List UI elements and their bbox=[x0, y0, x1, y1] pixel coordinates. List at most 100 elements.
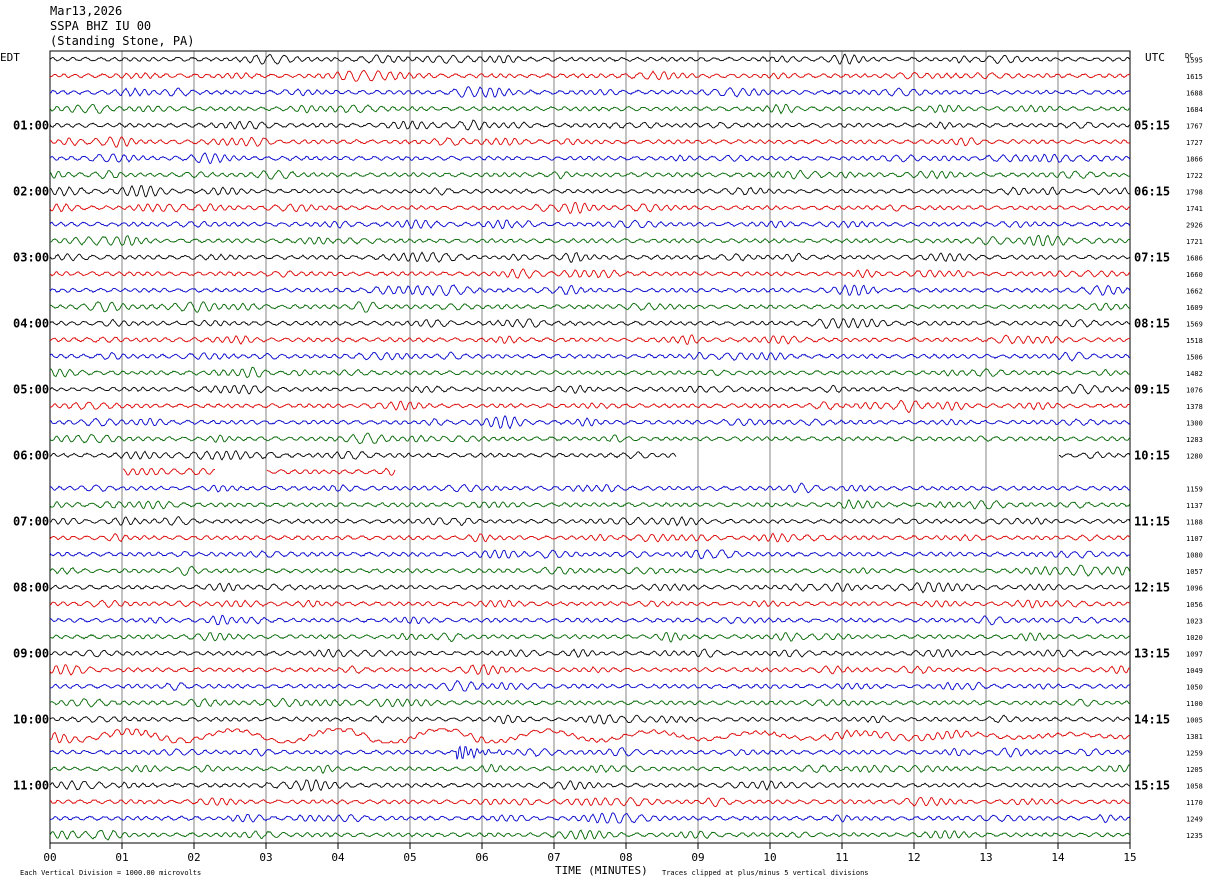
trace-row bbox=[49, 69, 1131, 82]
dc-offset-label: 1686 bbox=[1186, 254, 1203, 262]
trace-row bbox=[49, 86, 1131, 98]
left-hour-label: 02:00 bbox=[13, 184, 49, 198]
dc-offset-label: 1097 bbox=[1186, 650, 1203, 658]
trace-row bbox=[49, 301, 1131, 313]
trace-row bbox=[50, 728, 1131, 744]
right-hour-label: 07:15 bbox=[1134, 250, 1170, 264]
trace-row bbox=[49, 779, 1131, 792]
left-hour-label: 03:00 bbox=[13, 250, 49, 264]
trace-row bbox=[49, 366, 1131, 379]
left-hour-label: 11:00 bbox=[13, 778, 49, 792]
x-tick-label: 11 bbox=[835, 851, 848, 864]
trace-row bbox=[49, 797, 1131, 807]
trace-row bbox=[49, 234, 1131, 247]
trace-row bbox=[49, 680, 1131, 692]
dc-column-label: DC bbox=[1185, 52, 1193, 60]
dc-offset-label: 1866 bbox=[1186, 155, 1203, 163]
trace-row bbox=[49, 219, 1131, 230]
x-axis-title: TIME (MINUTES) bbox=[555, 864, 648, 877]
left-hour-label: 09:00 bbox=[13, 646, 49, 660]
x-tick-label: 08 bbox=[619, 851, 632, 864]
dc-offset-label: 2926 bbox=[1186, 221, 1203, 229]
trace-row bbox=[49, 614, 1131, 626]
dc-offset-label: 1660 bbox=[1186, 271, 1203, 279]
dc-offset-label: 1137 bbox=[1186, 502, 1203, 510]
trace-row bbox=[49, 351, 1131, 362]
trace-row bbox=[50, 632, 1131, 643]
trace-row bbox=[49, 714, 1131, 725]
right-timezone-label: UTC bbox=[1145, 51, 1165, 64]
trace-row bbox=[49, 515, 1131, 527]
footer-scale-note: Each Vertical Division = 1000.00 microvo… bbox=[20, 869, 201, 877]
dc-offset-label: 1205 bbox=[1186, 766, 1203, 774]
left-hour-label: 08:00 bbox=[13, 580, 49, 594]
trace-row bbox=[49, 499, 1131, 510]
dc-offset-label: 1615 bbox=[1186, 73, 1203, 81]
dc-offset-label: 1188 bbox=[1186, 518, 1203, 526]
trace-row bbox=[49, 812, 1131, 824]
trace-row bbox=[49, 185, 1131, 198]
dc-offset-label: 1518 bbox=[1186, 337, 1203, 345]
dc-offset-label: 1058 bbox=[1186, 782, 1203, 790]
trace-row bbox=[49, 450, 1131, 461]
dc-offset-label: 1378 bbox=[1186, 403, 1203, 411]
left-hour-label: 05:00 bbox=[13, 382, 49, 396]
chart-grid bbox=[49, 50, 1131, 844]
dc-offset-label: 1020 bbox=[1186, 634, 1203, 642]
trace-row bbox=[49, 334, 1131, 346]
dc-offset-label: 1080 bbox=[1186, 551, 1203, 559]
dc-offset-label: 1235 bbox=[1186, 832, 1203, 840]
x-tick-label: 03 bbox=[259, 851, 272, 864]
dc-offset-label: 1741 bbox=[1186, 205, 1203, 213]
dc-offset-label: 1381 bbox=[1186, 733, 1203, 741]
dc-offset-label: 1595 bbox=[1186, 56, 1203, 64]
trace-row bbox=[49, 251, 1131, 263]
trace-row bbox=[49, 745, 1131, 760]
trace-row bbox=[49, 581, 1131, 594]
x-tick-label: 04 bbox=[331, 851, 345, 864]
right-hour-label: 13:15 bbox=[1134, 646, 1170, 660]
right-hour-label: 09:15 bbox=[1134, 382, 1170, 396]
plot-frame bbox=[49, 50, 1131, 844]
dc-offset-label: 1249 bbox=[1186, 815, 1203, 823]
dc-offset-label: 1259 bbox=[1186, 749, 1203, 757]
dc-offset-label: 1300 bbox=[1186, 419, 1203, 427]
right-hour-label: 14:15 bbox=[1134, 712, 1170, 726]
location-label: (Standing Stone, PA) bbox=[50, 34, 195, 48]
dc-offset-label: 1096 bbox=[1186, 584, 1203, 592]
trace-row bbox=[49, 763, 1131, 775]
trace-row bbox=[49, 152, 1131, 165]
seismic-traces bbox=[49, 53, 1131, 841]
x-tick-label: 05 bbox=[403, 851, 416, 864]
trace-row bbox=[49, 564, 1131, 577]
dc-offset-label: 1283 bbox=[1186, 436, 1203, 444]
right-hour-label: 05:15 bbox=[1134, 118, 1170, 132]
right-hour-label: 08:15 bbox=[1134, 316, 1170, 330]
left-timezone-label: EDT bbox=[0, 51, 20, 64]
chart-axes: 00 01 02 03 04 05 06 07 08 09 10 11 12 13 14 15 01:00 02:… bbox=[13, 56, 1203, 864]
x-tick-label: 07 bbox=[547, 851, 560, 864]
right-hour-label: 10:15 bbox=[1134, 448, 1170, 462]
trace-row bbox=[49, 383, 1131, 395]
x-tick-label: 01 bbox=[115, 851, 128, 864]
left-hour-label: 04:00 bbox=[13, 316, 49, 330]
dc-offset-label: 1170 bbox=[1186, 799, 1203, 807]
trace-row bbox=[49, 103, 1131, 115]
dc-offset-label: 1609 bbox=[1186, 304, 1203, 312]
right-hour-label: 15:15 bbox=[1134, 778, 1170, 792]
dc-offset-label: 1056 bbox=[1186, 601, 1203, 609]
dc-offset-label: 1662 bbox=[1186, 287, 1203, 295]
x-tick-label: 02 bbox=[187, 851, 200, 864]
dc-offset-label: 1280 bbox=[1186, 452, 1203, 460]
x-tick-label: 06 bbox=[475, 851, 488, 864]
right-hour-label: 06:15 bbox=[1134, 184, 1170, 198]
dc-offset-label: 1721 bbox=[1186, 238, 1203, 246]
trace-row bbox=[49, 284, 1131, 297]
dc-offset-label: 1727 bbox=[1186, 139, 1203, 147]
trace-row bbox=[49, 482, 1131, 494]
dc-offset-label: 1107 bbox=[1186, 535, 1203, 543]
dc-offset-label: 1767 bbox=[1186, 122, 1203, 130]
trace-row bbox=[49, 399, 1130, 414]
dc-offset-label: 1482 bbox=[1186, 370, 1203, 378]
